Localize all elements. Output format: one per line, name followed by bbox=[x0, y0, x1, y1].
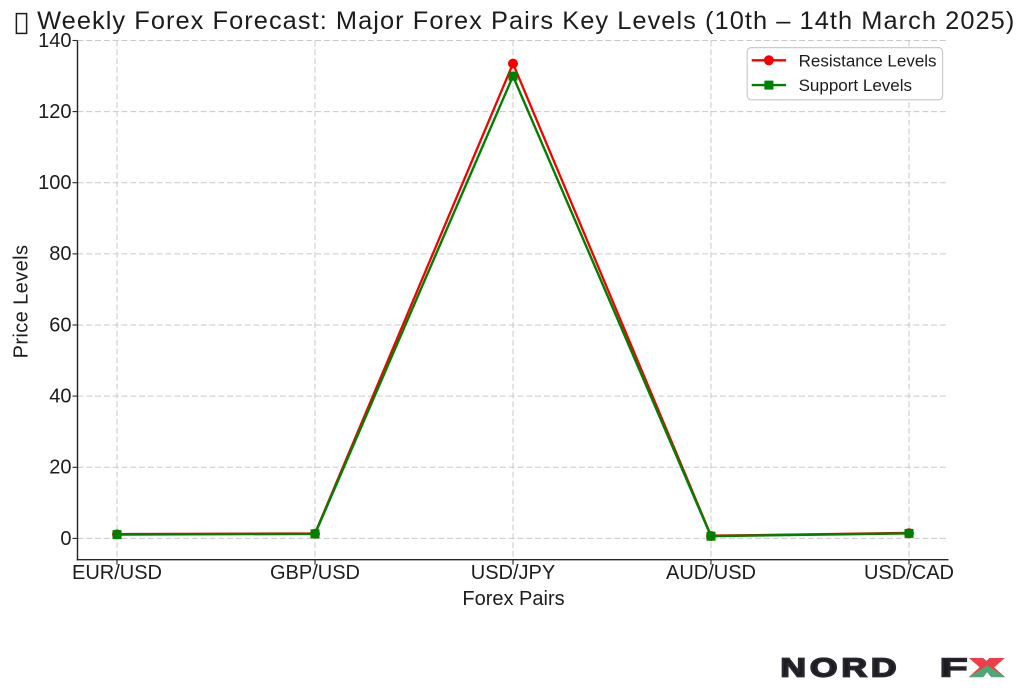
svg-text:40: 40 bbox=[49, 386, 71, 408]
svg-text:F: F bbox=[940, 653, 968, 682]
svg-text:Weekly Forex Forecast: Major F: Weekly Forex Forecast: Major Forex Pairs… bbox=[37, 7, 1015, 35]
svg-text:NORD: NORD bbox=[781, 653, 901, 682]
svg-text:AUD/USD: AUD/USD bbox=[666, 562, 756, 584]
svg-text:60: 60 bbox=[49, 314, 71, 336]
svg-text:0: 0 bbox=[60, 528, 71, 550]
svg-text:120: 120 bbox=[38, 101, 71, 123]
svg-text:Forex Pairs: Forex Pairs bbox=[462, 588, 564, 610]
svg-text:Price Levels: Price Levels bbox=[10, 245, 32, 359]
svg-text:EUR/USD: EUR/USD bbox=[72, 562, 162, 584]
svg-text:Support Levels: Support Levels bbox=[799, 76, 912, 95]
svg-text:20: 20 bbox=[49, 457, 71, 479]
svg-text:100: 100 bbox=[38, 172, 71, 194]
svg-text:80: 80 bbox=[49, 243, 71, 265]
svg-text:USD/JPY: USD/JPY bbox=[471, 562, 555, 584]
svg-text:140: 140 bbox=[38, 30, 71, 52]
svg-text:USD/CAD: USD/CAD bbox=[864, 562, 954, 584]
svg-text:GBP/USD: GBP/USD bbox=[270, 562, 360, 584]
svg-text:Resistance Levels: Resistance Levels bbox=[799, 51, 937, 70]
